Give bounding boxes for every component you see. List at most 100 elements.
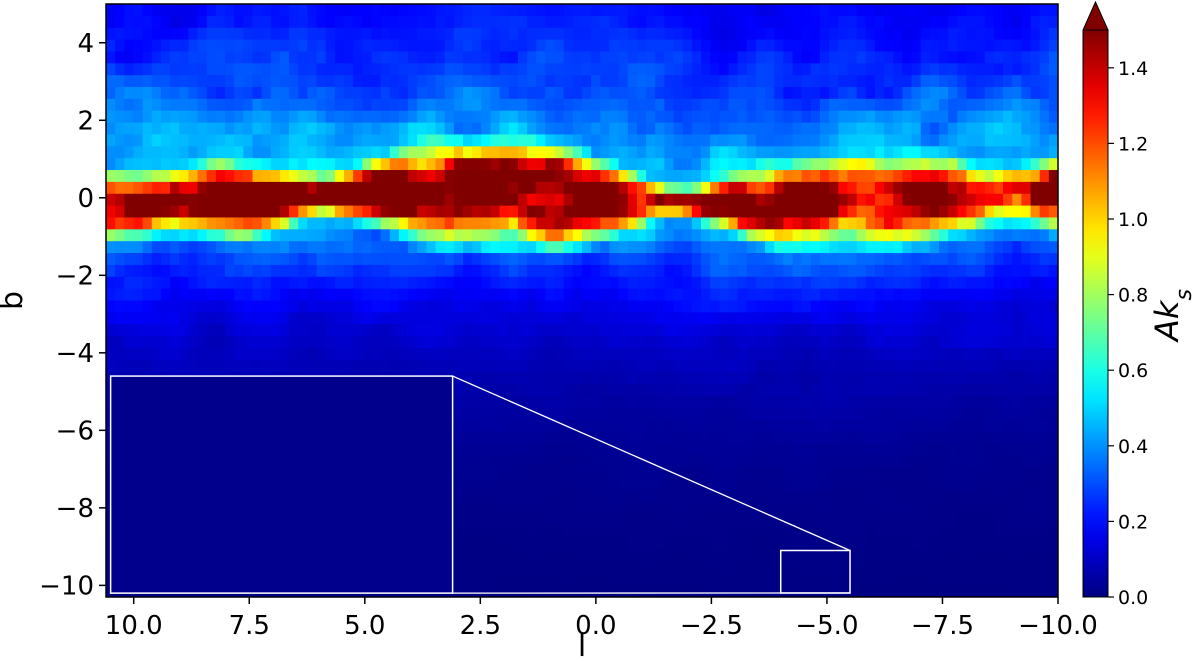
heatmap-cell [325, 288, 336, 302]
heatmap-cell [664, 407, 675, 420]
heatmap-cell [124, 300, 135, 313]
heatmap-cell [792, 383, 803, 396]
heatmap-cell [408, 312, 418, 325]
heatmap-cell [801, 312, 812, 325]
heatmap-cell [682, 27, 693, 41]
heatmap-cell [334, 146, 345, 159]
heatmap-cell [1030, 15, 1041, 29]
heatmap-cell [728, 27, 739, 41]
heatmap-cell [572, 158, 583, 171]
heatmap-cell [847, 170, 858, 183]
heatmap-cell [481, 27, 492, 41]
heatmap-cell [124, 193, 135, 207]
heatmap-cell [856, 4, 867, 17]
heatmap-cell [563, 264, 574, 278]
heatmap-cell [774, 312, 784, 325]
heatmap-cell [948, 51, 958, 64]
heatmap-cell [215, 122, 226, 136]
heatmap-cell [1039, 407, 1050, 420]
heatmap-cell [655, 549, 665, 563]
heatmap-cell [490, 170, 501, 183]
heatmap-cell [398, 15, 409, 29]
heatmap-cell [874, 181, 885, 195]
heatmap-cell [755, 4, 766, 17]
heatmap-cell [591, 98, 601, 112]
heatmap-cell [884, 276, 894, 290]
heatmap-cell [966, 419, 977, 432]
heatmap-cell [783, 300, 794, 313]
heatmap-cell [902, 549, 913, 563]
heatmap-cell [133, 253, 144, 266]
heatmap-cell [252, 336, 263, 349]
heatmap-cell [582, 51, 592, 64]
heatmap-cell [426, 87, 437, 100]
heatmap-cell [810, 122, 821, 136]
heatmap-cell [801, 264, 812, 278]
heatmap-cell [325, 229, 336, 242]
heatmap-cell [490, 264, 501, 278]
heatmap-cell [408, 170, 418, 183]
heatmap-cell [261, 264, 272, 278]
heatmap-cell [453, 383, 464, 396]
heatmap-cell [618, 537, 629, 551]
heatmap-cell [829, 205, 839, 219]
heatmap-cell [261, 170, 272, 183]
heatmap-cell [829, 63, 839, 76]
heatmap-cell [691, 395, 702, 408]
heatmap-cell [902, 181, 913, 195]
heatmap-cell [847, 430, 858, 444]
heatmap-cell [353, 276, 363, 290]
heatmap-cell [783, 87, 794, 100]
heatmap-cell [426, 170, 437, 183]
heatmap-cell [673, 466, 684, 479]
heatmap-cell [975, 87, 986, 100]
heatmap-cell [600, 27, 611, 41]
heatmap-cell [316, 276, 327, 290]
heatmap-cell [646, 63, 656, 76]
heatmap-cell [682, 454, 693, 468]
heatmap-cell [636, 359, 647, 373]
heatmap-cell [655, 490, 665, 503]
heatmap-cell [765, 359, 775, 373]
heatmap-cell [829, 561, 839, 574]
heatmap-cell [508, 454, 519, 468]
heatmap-cell [517, 4, 528, 17]
heatmap-cell [435, 158, 446, 171]
heatmap-cell [151, 51, 162, 64]
heatmap-cell [746, 170, 757, 183]
heatmap-cell [545, 300, 556, 313]
heatmap-cell [755, 39, 766, 53]
heatmap-cell [554, 395, 565, 408]
heatmap-cell [1048, 98, 1058, 112]
heatmap-cell [783, 122, 794, 136]
heatmap-cell [646, 300, 656, 313]
heatmap-cell [215, 134, 226, 147]
heatmap-cell [1030, 288, 1041, 302]
heatmap-cell [1021, 419, 1032, 432]
heatmap-cell [307, 87, 318, 100]
heatmap-cell [865, 27, 876, 41]
heatmap-cell [106, 39, 116, 53]
heatmap-cell [765, 561, 775, 574]
heatmap-cell [948, 383, 958, 396]
heatmap-cell [151, 359, 162, 373]
heatmap-cell [115, 158, 125, 171]
heatmap-cell [801, 63, 812, 76]
heatmap-cell [710, 51, 720, 64]
heatmap-cell [344, 205, 354, 219]
heatmap-cell [646, 134, 656, 147]
heatmap-cell [115, 324, 125, 337]
heatmap-cell [170, 336, 180, 349]
heatmap-cell [1021, 63, 1032, 76]
heatmap-cell [609, 336, 620, 349]
heatmap-cell [179, 27, 189, 41]
heatmap-cell [765, 490, 775, 503]
heatmap-cell [636, 15, 647, 29]
heatmap-cell [591, 193, 601, 207]
heatmap-cell [902, 466, 913, 479]
heatmap-cell [591, 253, 601, 266]
heatmap-cell [920, 205, 931, 219]
heatmap-cell [874, 383, 885, 396]
heatmap-cell [609, 466, 620, 479]
heatmap-cell [389, 229, 400, 242]
